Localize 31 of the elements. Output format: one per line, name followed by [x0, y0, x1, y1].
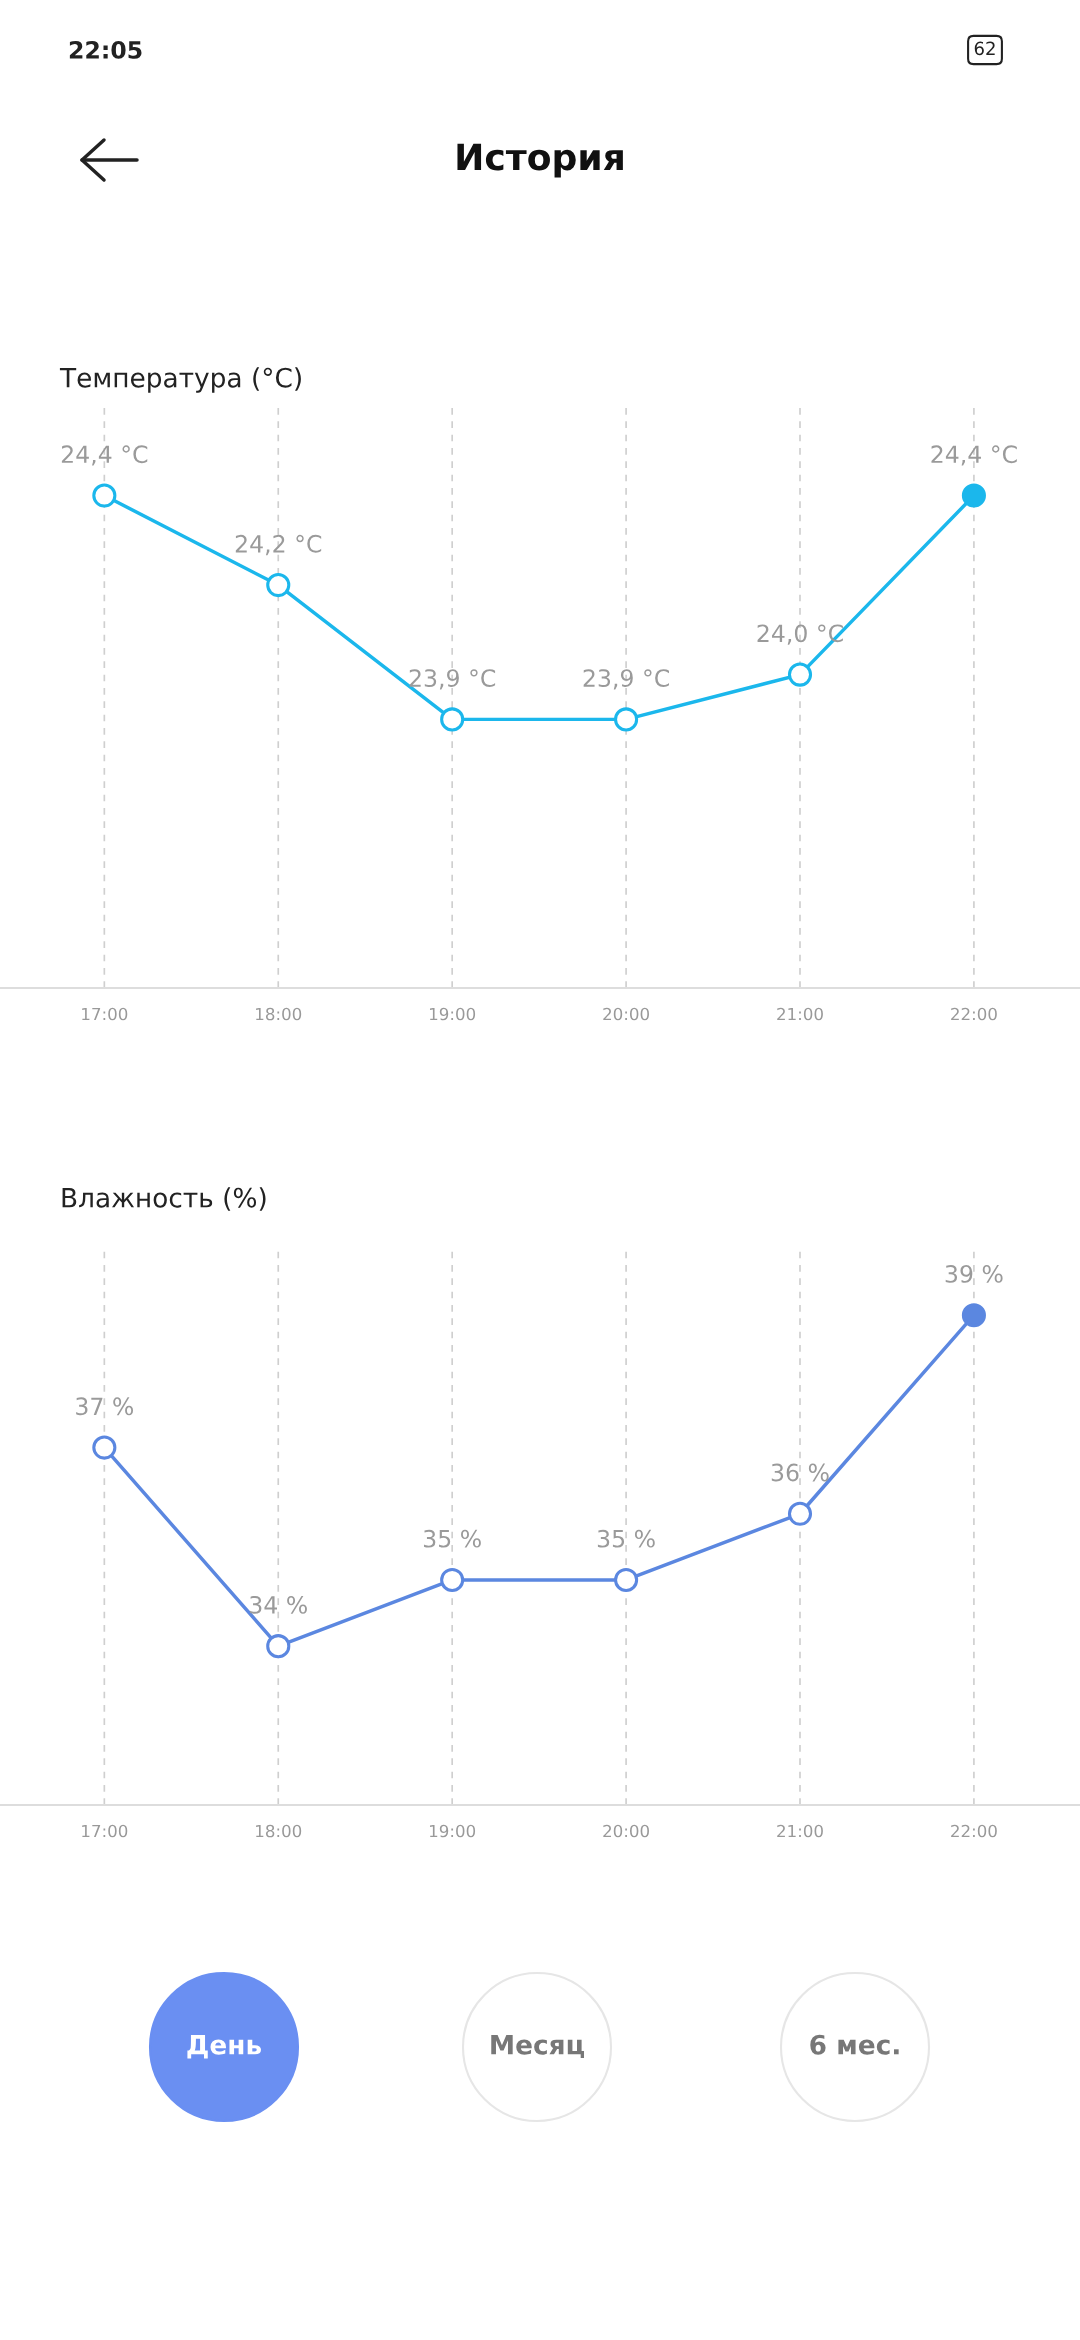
text: 62 — [974, 41, 995, 56]
x-tick-label: 17:00 — [82, 1007, 128, 1021]
x-tick-label: 18:00 — [256, 1824, 302, 1838]
chart-title: Влажность (%) — [62, 1187, 266, 1211]
text: 22:05 — [69, 40, 142, 59]
x-tick-label: 21:00 — [777, 1824, 823, 1838]
text: История — [457, 143, 623, 178]
data-label: 34 % — [250, 1595, 307, 1614]
chart-title: Температура (°C) — [59, 367, 301, 393]
data-label: 36 % — [771, 1463, 829, 1482]
x-tick-label: 20:00 — [603, 1007, 649, 1021]
data-label: 35 % — [423, 1529, 481, 1548]
data-label: 39 % — [945, 1264, 1003, 1283]
text: День — [187, 2035, 261, 2059]
data-label: 35 % — [597, 1529, 655, 1548]
x-tick-label: 18:00 — [256, 1007, 302, 1021]
data-label: 23,9 °C — [409, 669, 496, 690]
data-label: 24,4 °C — [931, 445, 1017, 466]
data-label: 24,2 °C — [235, 534, 322, 556]
data-label: 24,4 °C — [61, 445, 148, 466]
x-tick-label: 22:00 — [951, 1824, 997, 1838]
data-label: 37 % — [76, 1397, 134, 1416]
x-tick-label: 21:00 — [777, 1007, 823, 1021]
x-tick-label: 17:00 — [82, 1824, 128, 1838]
data-label: 23,9 °C — [583, 669, 669, 690]
x-tick-label: 19:00 — [429, 1007, 476, 1021]
text: 6 мес. — [810, 2034, 899, 2055]
x-tick-label: 19:00 — [429, 1824, 476, 1838]
text: Месяц — [491, 2035, 585, 2058]
x-tick-label: 20:00 — [603, 1824, 649, 1838]
x-tick-label: 22:00 — [951, 1007, 997, 1021]
